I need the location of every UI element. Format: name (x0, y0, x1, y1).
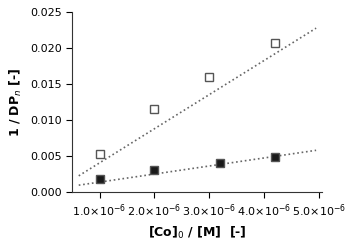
X-axis label: [Co]$_0$ / [M]  [-]: [Co]$_0$ / [M] [-] (148, 225, 246, 241)
Y-axis label: 1 / DP$_n$ [-]: 1 / DP$_n$ [-] (8, 67, 24, 137)
